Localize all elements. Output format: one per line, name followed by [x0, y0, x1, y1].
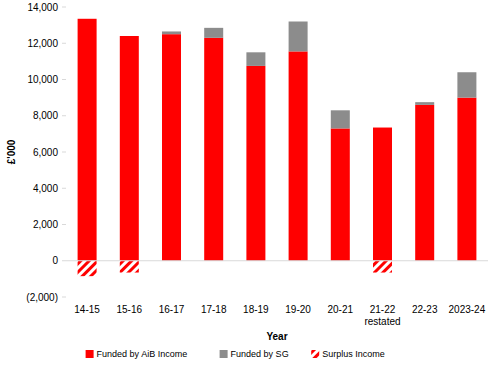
x-tick-label: 14-15 — [74, 304, 100, 315]
bar — [457, 72, 476, 97]
y-tick-label: (2,000) — [26, 292, 58, 303]
bar — [162, 31, 181, 34]
y-tick — [62, 260, 66, 261]
y-tick — [62, 224, 66, 225]
x-tick-label-line: 22-23 — [412, 304, 438, 315]
x-tick-label-line: 2023-24 — [449, 304, 486, 315]
y-tick-label: 10,000 — [27, 74, 58, 85]
y-tick-label: 12,000 — [27, 38, 58, 49]
y-tick-label: 4,000 — [33, 183, 58, 194]
legend: Funded by AiB Income Funded by SG Surplus … — [86, 349, 385, 359]
legend-swatch — [86, 350, 94, 358]
y-tick — [62, 7, 66, 8]
x-tick-label-line: 18-19 — [243, 304, 269, 315]
baseline — [66, 260, 488, 261]
bar — [331, 128, 350, 260]
y-tick — [62, 152, 66, 153]
legend-label: Funded by SG — [231, 349, 289, 359]
x-tick-label: 22-23 — [412, 304, 438, 315]
bar — [415, 105, 434, 261]
legend-label: Surplus Income — [322, 349, 385, 359]
y-tick — [62, 297, 66, 298]
bar — [289, 21, 308, 22]
bar — [331, 110, 350, 128]
y-tick-label: 2,000 — [33, 219, 58, 230]
bar — [373, 261, 392, 273]
bar — [373, 127, 392, 128]
bar — [373, 128, 392, 261]
bar — [289, 22, 308, 52]
x-tick-label-line: 21-22 — [370, 304, 396, 315]
bar — [246, 52, 265, 66]
x-tick-label-line: 16-17 — [159, 304, 185, 315]
bar — [415, 102, 434, 103]
bar — [162, 34, 181, 261]
x-tick-label: 16-17 — [159, 304, 185, 315]
bar — [78, 19, 97, 261]
page: {"chart_data": {"type": "bar", "stacked"… — [0, 0, 499, 368]
x-tick-label-line: 20-21 — [328, 304, 354, 315]
bar — [204, 28, 223, 38]
x-tick-label-line: 15-16 — [117, 304, 143, 315]
bar — [78, 18, 97, 19]
x-tick-label: 19-20 — [285, 304, 311, 315]
bar — [331, 110, 350, 111]
x-tick-label-line: 19-20 — [285, 304, 311, 315]
legend-swatch — [311, 350, 319, 358]
x-tick-label-line: 17-18 — [201, 304, 227, 315]
y-tick — [62, 43, 66, 44]
y-axis-title: £'000 — [6, 139, 17, 164]
x-axis: 14-15 15-16 16-17 17-18 18-19 19-20 20-21 21-22… — [74, 304, 485, 327]
bar — [120, 36, 139, 37]
legend-label: Funded by AiB Income — [97, 349, 188, 359]
x-tick-label: 15-16 — [117, 304, 143, 315]
x-tick-label-line: restated — [364, 316, 400, 327]
y-tick — [62, 115, 66, 116]
bar — [289, 51, 308, 260]
bar — [246, 52, 265, 53]
y-tick — [62, 188, 66, 189]
y-axis: (2,000) 0 2,000 4,000 6,000 8,000 10,000 12,000… — [26, 2, 66, 303]
legend-swatch — [220, 350, 228, 358]
bar — [120, 36, 139, 261]
bar — [120, 261, 139, 273]
x-tick-label: 17-18 — [201, 304, 227, 315]
x-tick-label: 21-22restated — [364, 304, 400, 327]
bar — [204, 38, 223, 261]
x-tick-label: 20-21 — [328, 304, 354, 315]
y-tick-label: 6,000 — [33, 147, 58, 158]
x-tick-label: 18-19 — [243, 304, 269, 315]
y-tick-label: 14,000 — [27, 2, 58, 13]
x-tick-label-line: 14-15 — [74, 304, 100, 315]
y-tick-label: 0 — [52, 255, 58, 266]
bar — [78, 261, 97, 276]
x-tick-label: 2023-24 — [449, 304, 486, 315]
bar — [162, 31, 181, 32]
y-tick — [62, 79, 66, 80]
chart: (2,000) 0 2,000 4,000 6,000 8,000 10,000 12,000… — [0, 0, 499, 368]
bar — [415, 102, 434, 105]
x-axis-title: Year — [266, 331, 287, 342]
y-tick-label: 8,000 — [33, 110, 58, 121]
bar — [457, 72, 476, 73]
bars — [78, 19, 477, 276]
bar — [246, 66, 265, 261]
bar — [204, 27, 223, 28]
bar — [457, 98, 476, 261]
